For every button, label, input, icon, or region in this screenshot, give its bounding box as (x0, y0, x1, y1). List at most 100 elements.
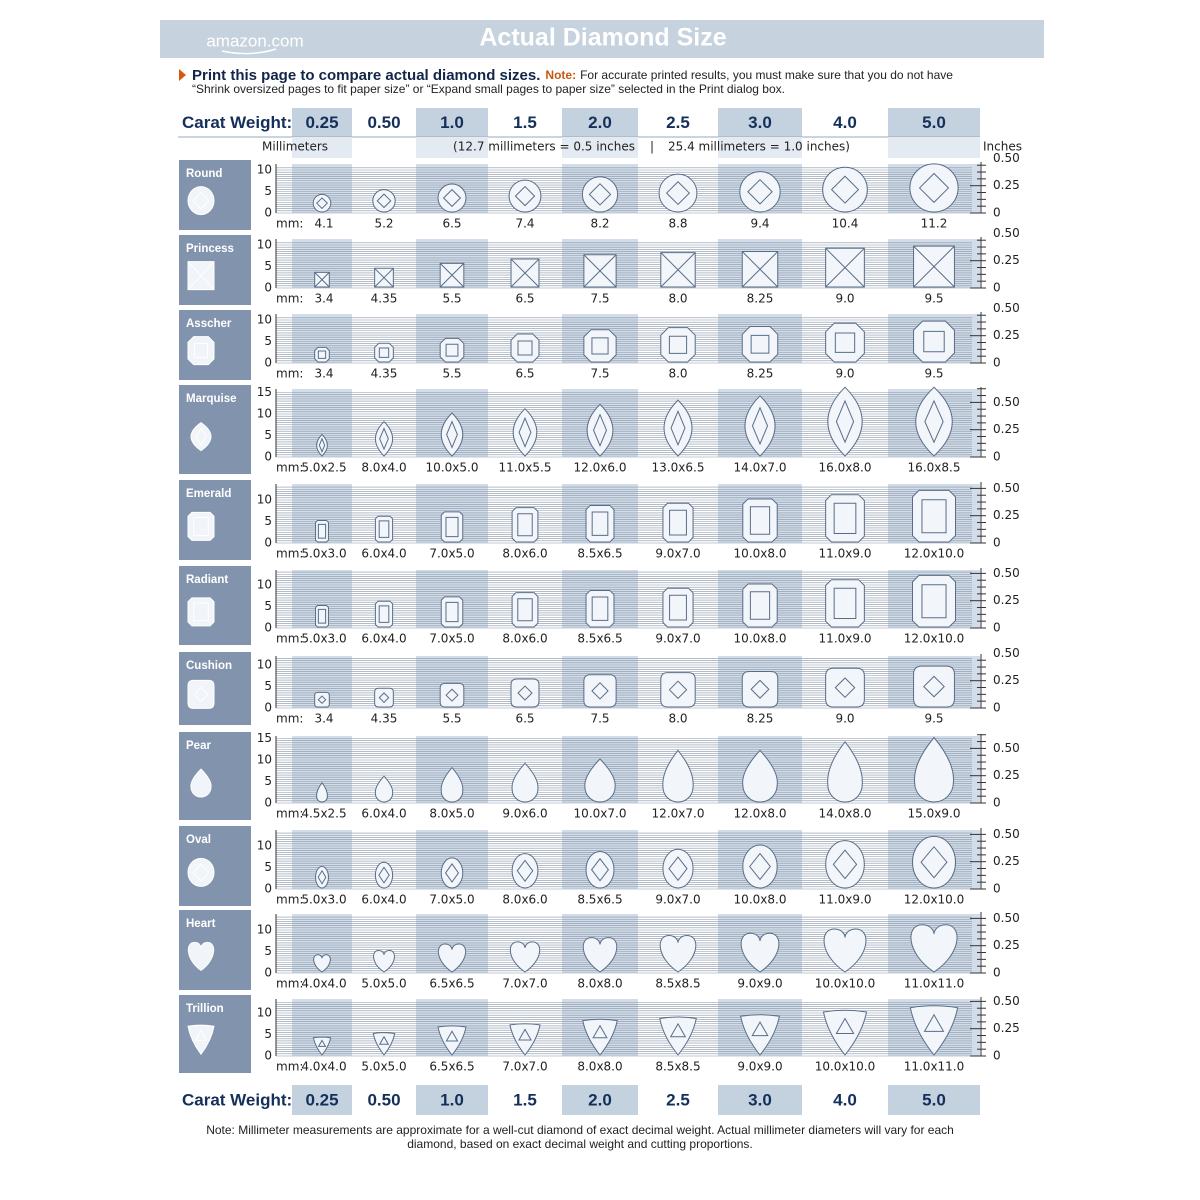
diamond-outline (510, 258, 540, 288)
shape-panel (179, 732, 251, 820)
mm-prefix: mm: (276, 367, 303, 381)
diamond-outline (659, 1016, 697, 1056)
diamond-outline (742, 583, 778, 628)
inch-tick-label: 0 (993, 536, 1001, 550)
diamond-outline (374, 515, 394, 543)
inch-tick-label: 0.50 (993, 994, 1020, 1008)
size-label: 5.0x2.5 (301, 461, 346, 475)
diamond-outline (511, 507, 539, 543)
diamond-outline (744, 395, 776, 457)
intro-lead: Print this page to compare actual diamon… (192, 67, 540, 84)
size-label: 9.5 (924, 367, 943, 381)
inch-tick-label: 0.50 (993, 301, 1020, 315)
diamond-outline (660, 672, 696, 708)
diamond-outline (740, 932, 780, 973)
carat-value: 5.0 (922, 113, 946, 132)
size-label: 8.0x6.0 (502, 632, 547, 646)
inch-tick-label: 0.50 (993, 827, 1020, 841)
shape-name: Round (186, 168, 222, 180)
shape-icon (187, 941, 215, 972)
size-label: 5.0x3.0 (301, 547, 346, 561)
size-label: 9.0x7.0 (655, 547, 700, 561)
brand-smile (221, 48, 277, 55)
mm-tick-label: 10 (257, 658, 272, 672)
carat-value: 4.0 (833, 1090, 857, 1109)
diamond-outline (825, 322, 865, 363)
mm-tick-label: 5 (264, 860, 272, 874)
size-label: 10.0x7.0 (574, 807, 627, 821)
diamond-outline (314, 271, 330, 288)
diamond-outline (374, 775, 394, 803)
carat-cell (888, 1085, 980, 1115)
diamond-outline (662, 848, 694, 889)
mm-prefix: mm: (276, 1060, 303, 1074)
diamond-outline (585, 589, 615, 628)
mm-tick-label: 10 (257, 753, 272, 767)
mm-prefix: mm: (276, 217, 303, 231)
diamond-outline (374, 420, 394, 457)
shape-panel (179, 385, 251, 474)
diamond-outline (511, 592, 539, 628)
size-label: 9.0 (835, 367, 854, 381)
carat-cell (562, 1085, 638, 1115)
diamond-outline (660, 327, 696, 363)
size-label: 12.0x10.0 (904, 632, 965, 646)
size-label: 9.5 (924, 292, 943, 306)
size-label: 7.0x5.0 (429, 632, 474, 646)
diamond-outline (741, 671, 779, 708)
carat-value: 0.25 (305, 113, 338, 132)
edge-shade (968, 830, 978, 889)
mm-tick-label: 0 (264, 882, 272, 896)
diamond-outline (313, 954, 331, 973)
size-label: 8.0x8.0 (577, 1060, 622, 1074)
carat-cell (718, 108, 802, 137)
edge-shade (968, 656, 978, 708)
size-label: 5.5 (442, 367, 461, 381)
size-label: 9.0 (835, 292, 854, 306)
shape-name: Oval (186, 834, 211, 846)
diamond-outline (440, 766, 464, 803)
diamond-outline (508, 179, 542, 213)
shape-name: Asscher (186, 318, 232, 330)
shape-name: Trillion (186, 1003, 224, 1015)
diamond-outline (913, 245, 955, 288)
size-label: 5.5 (442, 712, 461, 726)
inch-tick-label: 0 (993, 356, 1001, 370)
mm-tick-label: 0 (264, 536, 272, 550)
diamond-outline (316, 433, 328, 457)
diamond-outline (372, 1032, 396, 1056)
size-label: 6.5 (515, 712, 534, 726)
size-label: 5.2 (374, 217, 393, 231)
inch-tick-label: 0.25 (993, 508, 1020, 522)
diamond-outline (911, 835, 957, 889)
size-label: 6.5 (515, 367, 534, 381)
diamond-outline (822, 1009, 868, 1056)
size-label: 14.0x8.0 (819, 807, 872, 821)
diamond-outline (582, 1018, 618, 1056)
size-label: 4.1 (314, 217, 333, 231)
diamond-outline (823, 928, 867, 973)
size-label: 8.5x8.5 (655, 1060, 700, 1074)
shape-name: Radiant (186, 574, 228, 586)
mm-tick-label: 10 (257, 238, 272, 252)
mm-tick-label: 10 (257, 578, 272, 592)
carat-value: 0.25 (305, 1090, 338, 1109)
carat-value: 5.0 (922, 1090, 946, 1109)
diamond-outline (915, 386, 953, 457)
mm-tick-label: 5 (264, 259, 272, 273)
mm-tick-label: 10 (257, 407, 272, 421)
size-label: 7.0x7.0 (502, 977, 547, 991)
inch-tick-label: 0.50 (993, 481, 1020, 495)
size-label: 10.0x5.0 (426, 461, 479, 475)
size-label: 10.0x8.0 (734, 632, 787, 646)
carat-value: 3.0 (748, 1090, 772, 1109)
diamond-outline (742, 844, 778, 889)
size-label: 12.0x7.0 (652, 807, 705, 821)
diamond-outline (440, 596, 464, 628)
carat-value: 0.50 (367, 1090, 400, 1109)
size-label: 8.0 (668, 292, 687, 306)
diamond-outline (440, 412, 464, 457)
mm-prefix: mm: (276, 977, 303, 991)
diamond-outline (822, 166, 868, 213)
size-label: 7.5 (590, 367, 609, 381)
